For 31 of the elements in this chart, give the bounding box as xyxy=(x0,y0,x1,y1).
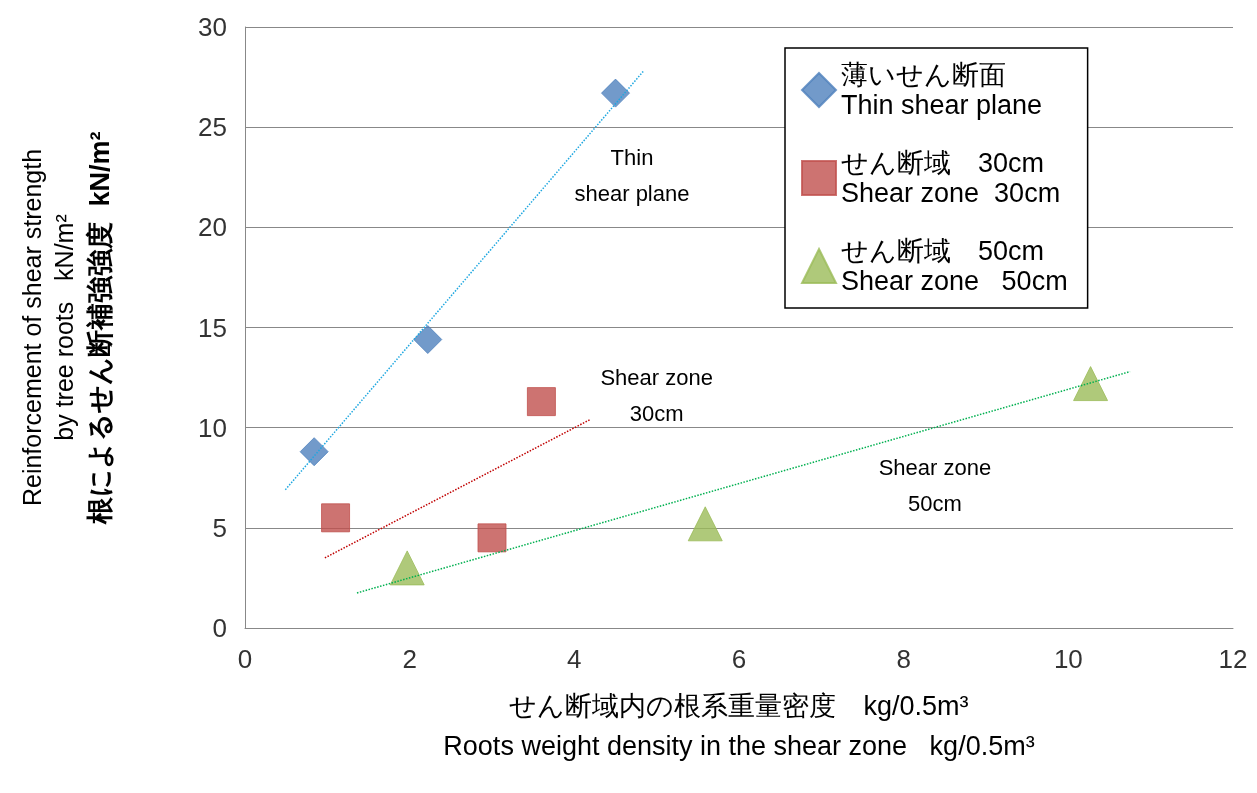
y-tick-label: 5 xyxy=(212,512,227,543)
point xyxy=(321,503,351,533)
y-tick-label: 10 xyxy=(198,412,227,443)
x-tick-label: 2 xyxy=(402,644,417,674)
x-tick-label: 4 xyxy=(567,644,582,674)
y-tick-label: 30 xyxy=(198,12,227,42)
y-tick-label: 25 xyxy=(198,112,227,143)
annotation: Shear zone 50cm xyxy=(878,455,992,517)
annotation: Thin shear plane xyxy=(574,144,690,206)
point xyxy=(601,78,630,108)
legend-label: 薄いせん断面 Thin shear plane xyxy=(841,60,1043,120)
x-tick-label: 8 xyxy=(896,644,911,674)
x-tick-label: 6 xyxy=(731,644,747,674)
x-tick-label: 10 xyxy=(1053,644,1083,674)
point xyxy=(526,387,556,417)
y-tick-label: 0 xyxy=(212,613,227,643)
legend-label: せん断域 50cm Shear zone 50cm xyxy=(841,236,1068,296)
point xyxy=(389,550,425,586)
x-axis-title: せん断域内の根系重量密度 kg/0.5m³ Roots weight density in the shear zone kg/0.5m³ xyxy=(443,691,1035,761)
y-axis-title: Reinforcement of shear strength by tree roots kN/m² 根によるせん断補強強度 kN/m² xyxy=(18,131,115,525)
y-tick-label: 20 xyxy=(198,212,227,243)
y-tick-label: 15 xyxy=(198,312,227,343)
point xyxy=(413,325,443,355)
legend-label: せん断域 30cm Shear zone 30cm xyxy=(841,148,1061,208)
point xyxy=(299,437,329,467)
point xyxy=(477,523,507,553)
x-tick-label: 12 xyxy=(1218,644,1248,674)
x-tick-label: 0 xyxy=(237,644,253,674)
point xyxy=(687,506,723,542)
annotation: Shear zone 30cm xyxy=(600,365,713,427)
point xyxy=(1073,366,1109,402)
